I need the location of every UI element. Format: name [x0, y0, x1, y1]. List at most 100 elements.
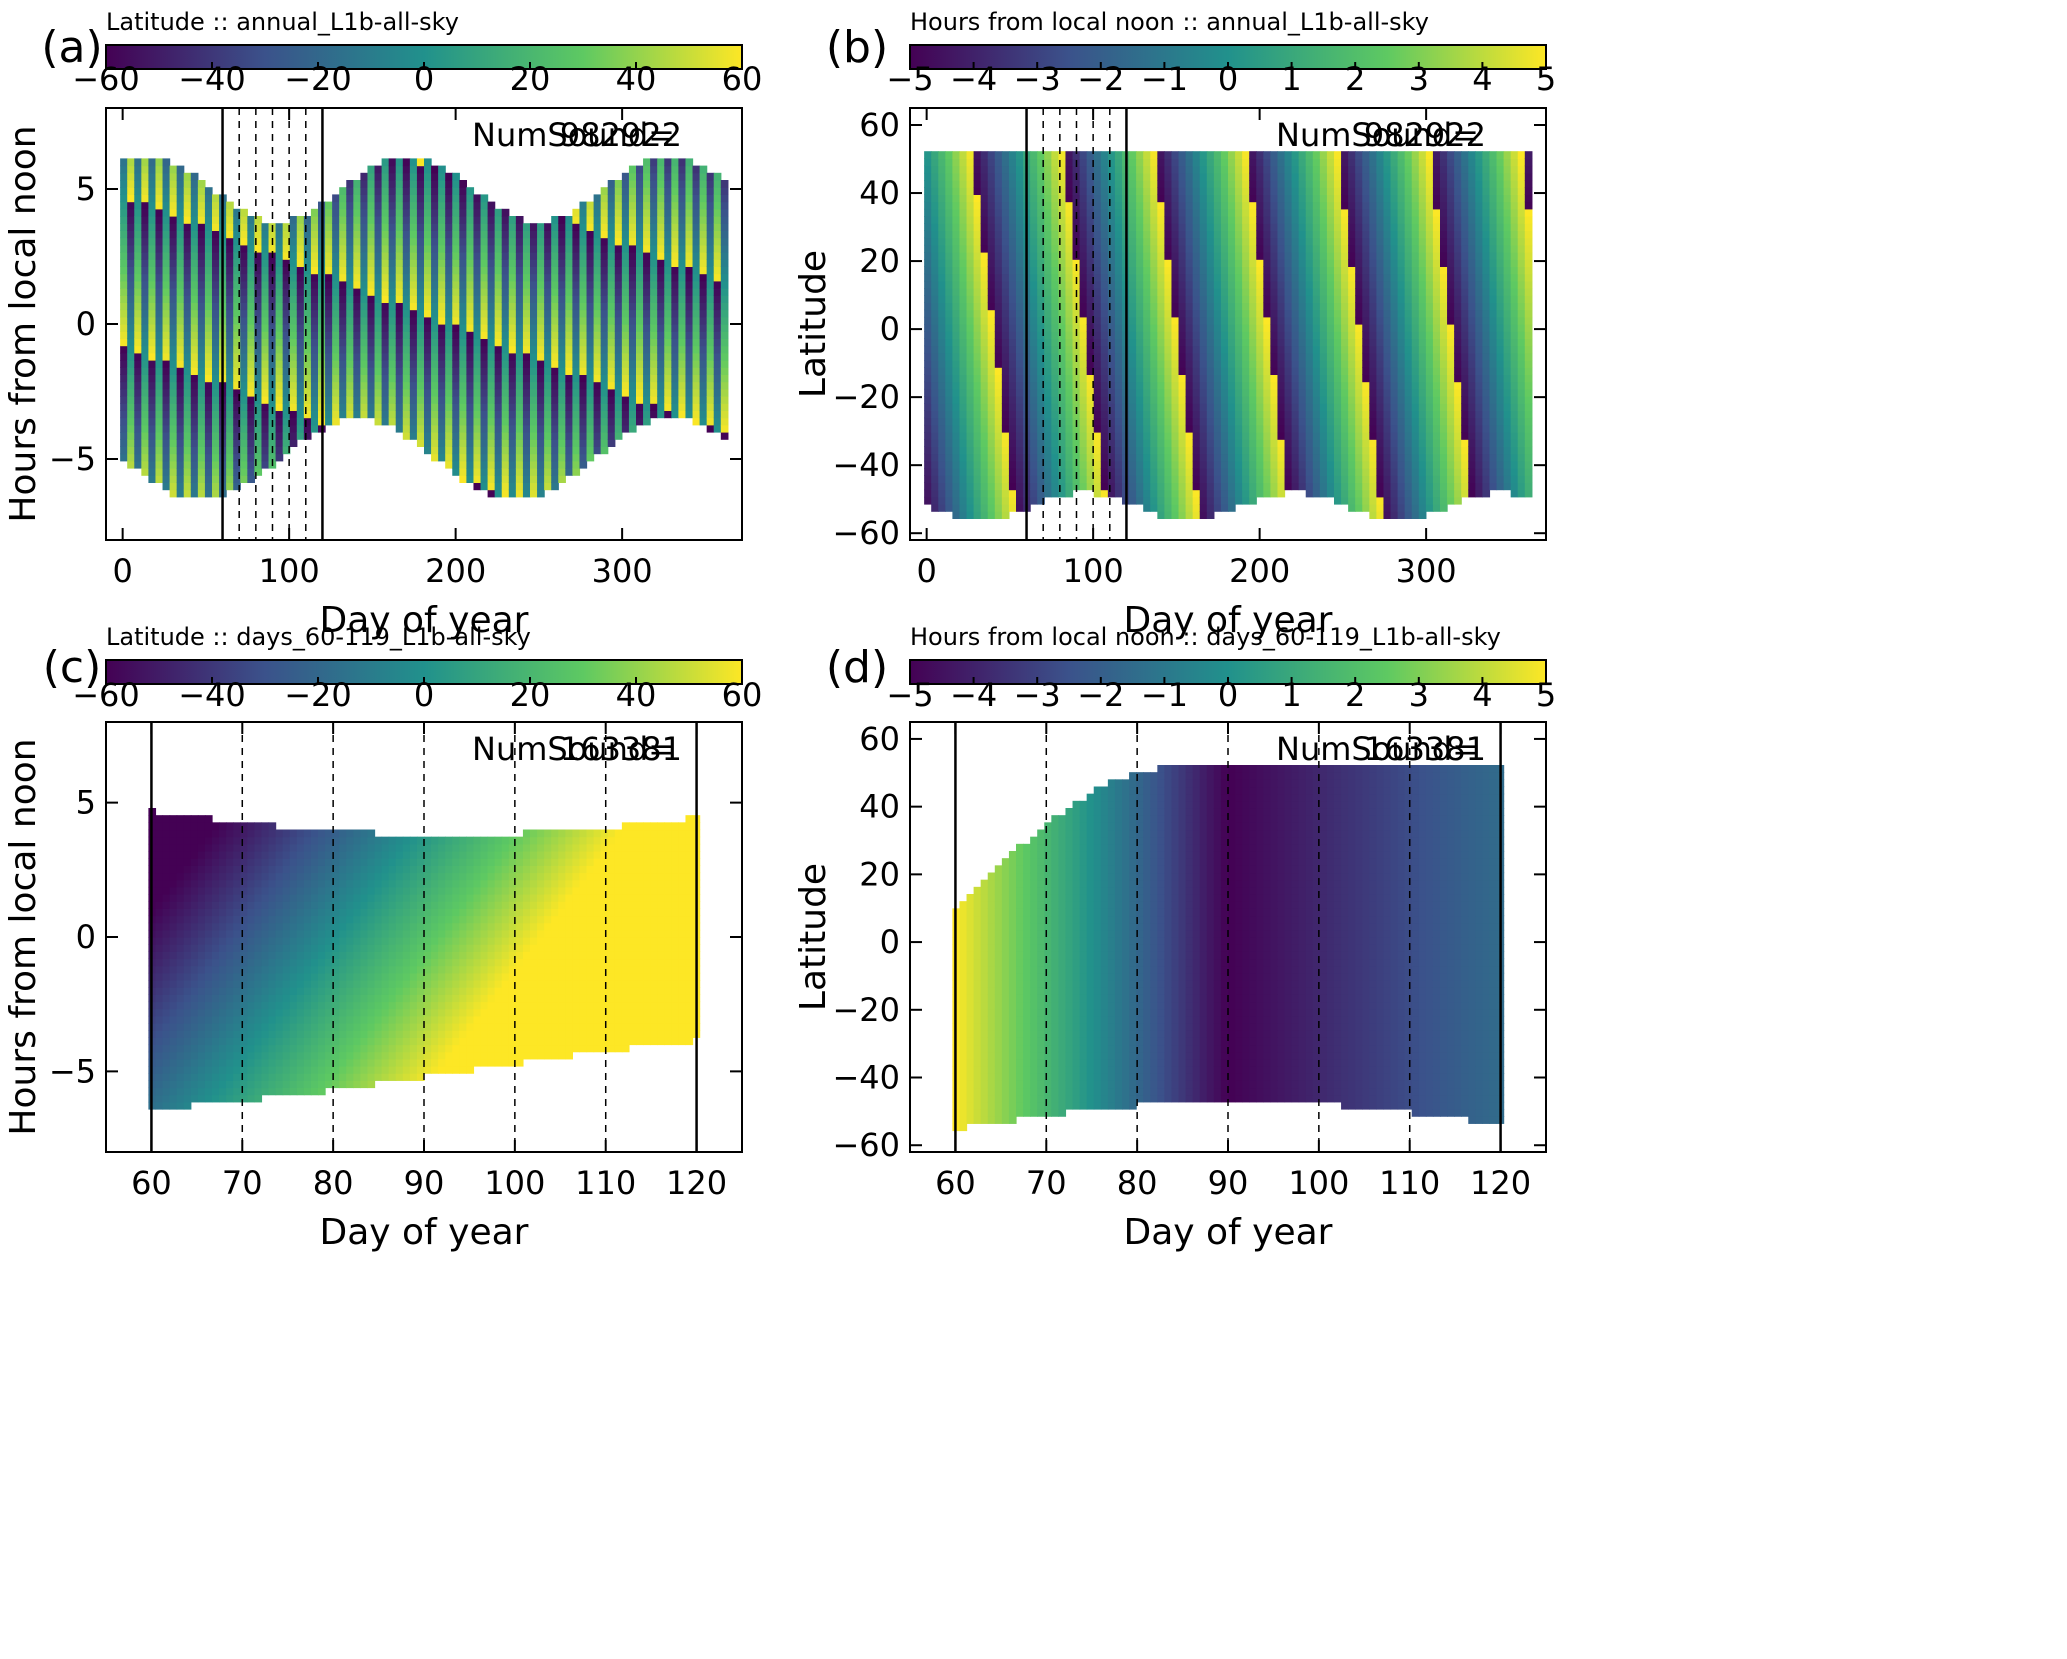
heatmap-cell: [141, 352, 149, 361]
heatmap-cell: [466, 475, 475, 483]
heatmap-cell: [945, 288, 953, 296]
heatmap-cell: [931, 324, 939, 332]
heatmap-cell: [459, 280, 467, 289]
heatmap-cell: [980, 511, 989, 519]
heatmap-cell: [1136, 439, 1144, 447]
heatmap-cell: [537, 417, 545, 426]
heatmap-cell: [515, 439, 524, 447]
heatmap-cell: [325, 396, 333, 404]
heatmap-cell: [699, 417, 708, 426]
heatmap-cell: [713, 259, 722, 267]
heatmap-cell: [945, 482, 953, 491]
heatmap-cell: [980, 151, 989, 159]
heatmap-cell: [416, 417, 425, 426]
heatmap-cell: [1114, 266, 1123, 275]
heatmap-cell: [1100, 424, 1109, 433]
heatmap-cell: [508, 324, 517, 332]
heatmap-cell: [360, 345, 369, 354]
heatmap-cell: [1008, 475, 1017, 483]
heatmap-cell: [353, 367, 361, 375]
heatmap-cell: [607, 403, 616, 411]
heatmap-cell: [551, 295, 559, 303]
heatmap-cell: [459, 180, 467, 188]
heatmap-cell: [473, 374, 482, 383]
heatmap-cell: [148, 172, 157, 181]
heatmap-cell: [1044, 252, 1052, 260]
heatmap-cell: [530, 374, 538, 383]
heatmap-cell: [980, 288, 989, 296]
heatmap-cell: [190, 468, 199, 476]
heatmap-cell: [671, 216, 679, 224]
heatmap-cell: [1016, 410, 1024, 419]
heatmap-cell: [938, 424, 946, 433]
heatmap-cell: [275, 396, 284, 404]
heatmap-cell: [678, 374, 687, 383]
heatmap-cell: [565, 316, 573, 325]
heatmap-cell: [987, 216, 996, 224]
heatmap-cell: [508, 288, 517, 296]
heatmap-cell: [155, 158, 164, 167]
heatmap-cell: [296, 273, 305, 282]
heatmap-cell: [374, 280, 383, 289]
heatmap-cell: [325, 280, 333, 289]
heatmap-cell: [636, 295, 644, 303]
heatmap-cell: [636, 367, 644, 375]
heatmap-cell: [706, 295, 715, 303]
heatmap-cell: [155, 259, 164, 267]
heatmap-cell: [445, 360, 453, 368]
heatmap-cell: [643, 280, 651, 289]
heatmap-cell: [480, 259, 489, 267]
heatmap-cell: [445, 453, 453, 462]
heatmap-cell: [987, 201, 996, 210]
heatmap-cell: [1065, 259, 1074, 267]
heatmap-cell: [367, 302, 376, 311]
heatmap-cell: [141, 172, 149, 181]
heatmap-cell: [494, 230, 503, 239]
heatmap-cell: [240, 388, 248, 397]
heatmap-cell: [367, 360, 376, 368]
heatmap-cell: [1065, 194, 1074, 203]
heatmap-cell: [452, 367, 460, 375]
heatmap-cell: [212, 345, 220, 354]
heatmap-cell: [713, 345, 722, 354]
heatmap-cell: [346, 273, 354, 282]
heatmap-cell: [1114, 259, 1123, 267]
heatmap-cell: [628, 338, 637, 347]
heatmap-cell: [339, 201, 347, 210]
heatmap-cell: [987, 223, 996, 231]
heatmap-cell: [1037, 360, 1045, 368]
heatmap-cell: [409, 266, 418, 275]
heatmap-cell: [572, 410, 581, 419]
heatmap-cell: [1072, 259, 1081, 267]
heatmap-cell: [134, 403, 142, 411]
heatmap-cell: [1143, 403, 1151, 411]
heatmap-cell: [501, 223, 510, 231]
heatmap-cell: [332, 201, 340, 210]
heatmap-cell: [628, 180, 637, 188]
heatmap-cell: [452, 259, 460, 267]
heatmap-cell: [1037, 424, 1045, 433]
heatmap-cell: [938, 302, 946, 311]
heatmap-cell: [310, 424, 319, 433]
heatmap-cell: [402, 374, 411, 383]
heatmap-cell: [1065, 252, 1074, 260]
heatmap-cell: [431, 266, 439, 275]
heatmap-cell: [452, 439, 460, 447]
heatmap-cell: [1008, 504, 1017, 512]
heatmap-cell: [966, 180, 975, 188]
heatmap-cell: [466, 410, 475, 419]
heatmap-cell: [162, 237, 171, 246]
heatmap-cell: [494, 316, 503, 325]
heatmap-cell: [973, 468, 982, 476]
heatmap-cell: [183, 475, 192, 483]
heatmap-cell: [565, 424, 573, 433]
heatmap-cell: [586, 374, 595, 383]
heatmap-cell: [628, 165, 637, 174]
heatmap-cell: [325, 230, 333, 239]
heatmap-cell: [1016, 259, 1024, 267]
heatmap-cell: [275, 403, 284, 411]
heatmap-cell: [459, 216, 467, 224]
heatmap-cell: [945, 374, 953, 383]
heatmap-cell: [134, 180, 142, 188]
heatmap-cell: [204, 489, 213, 498]
